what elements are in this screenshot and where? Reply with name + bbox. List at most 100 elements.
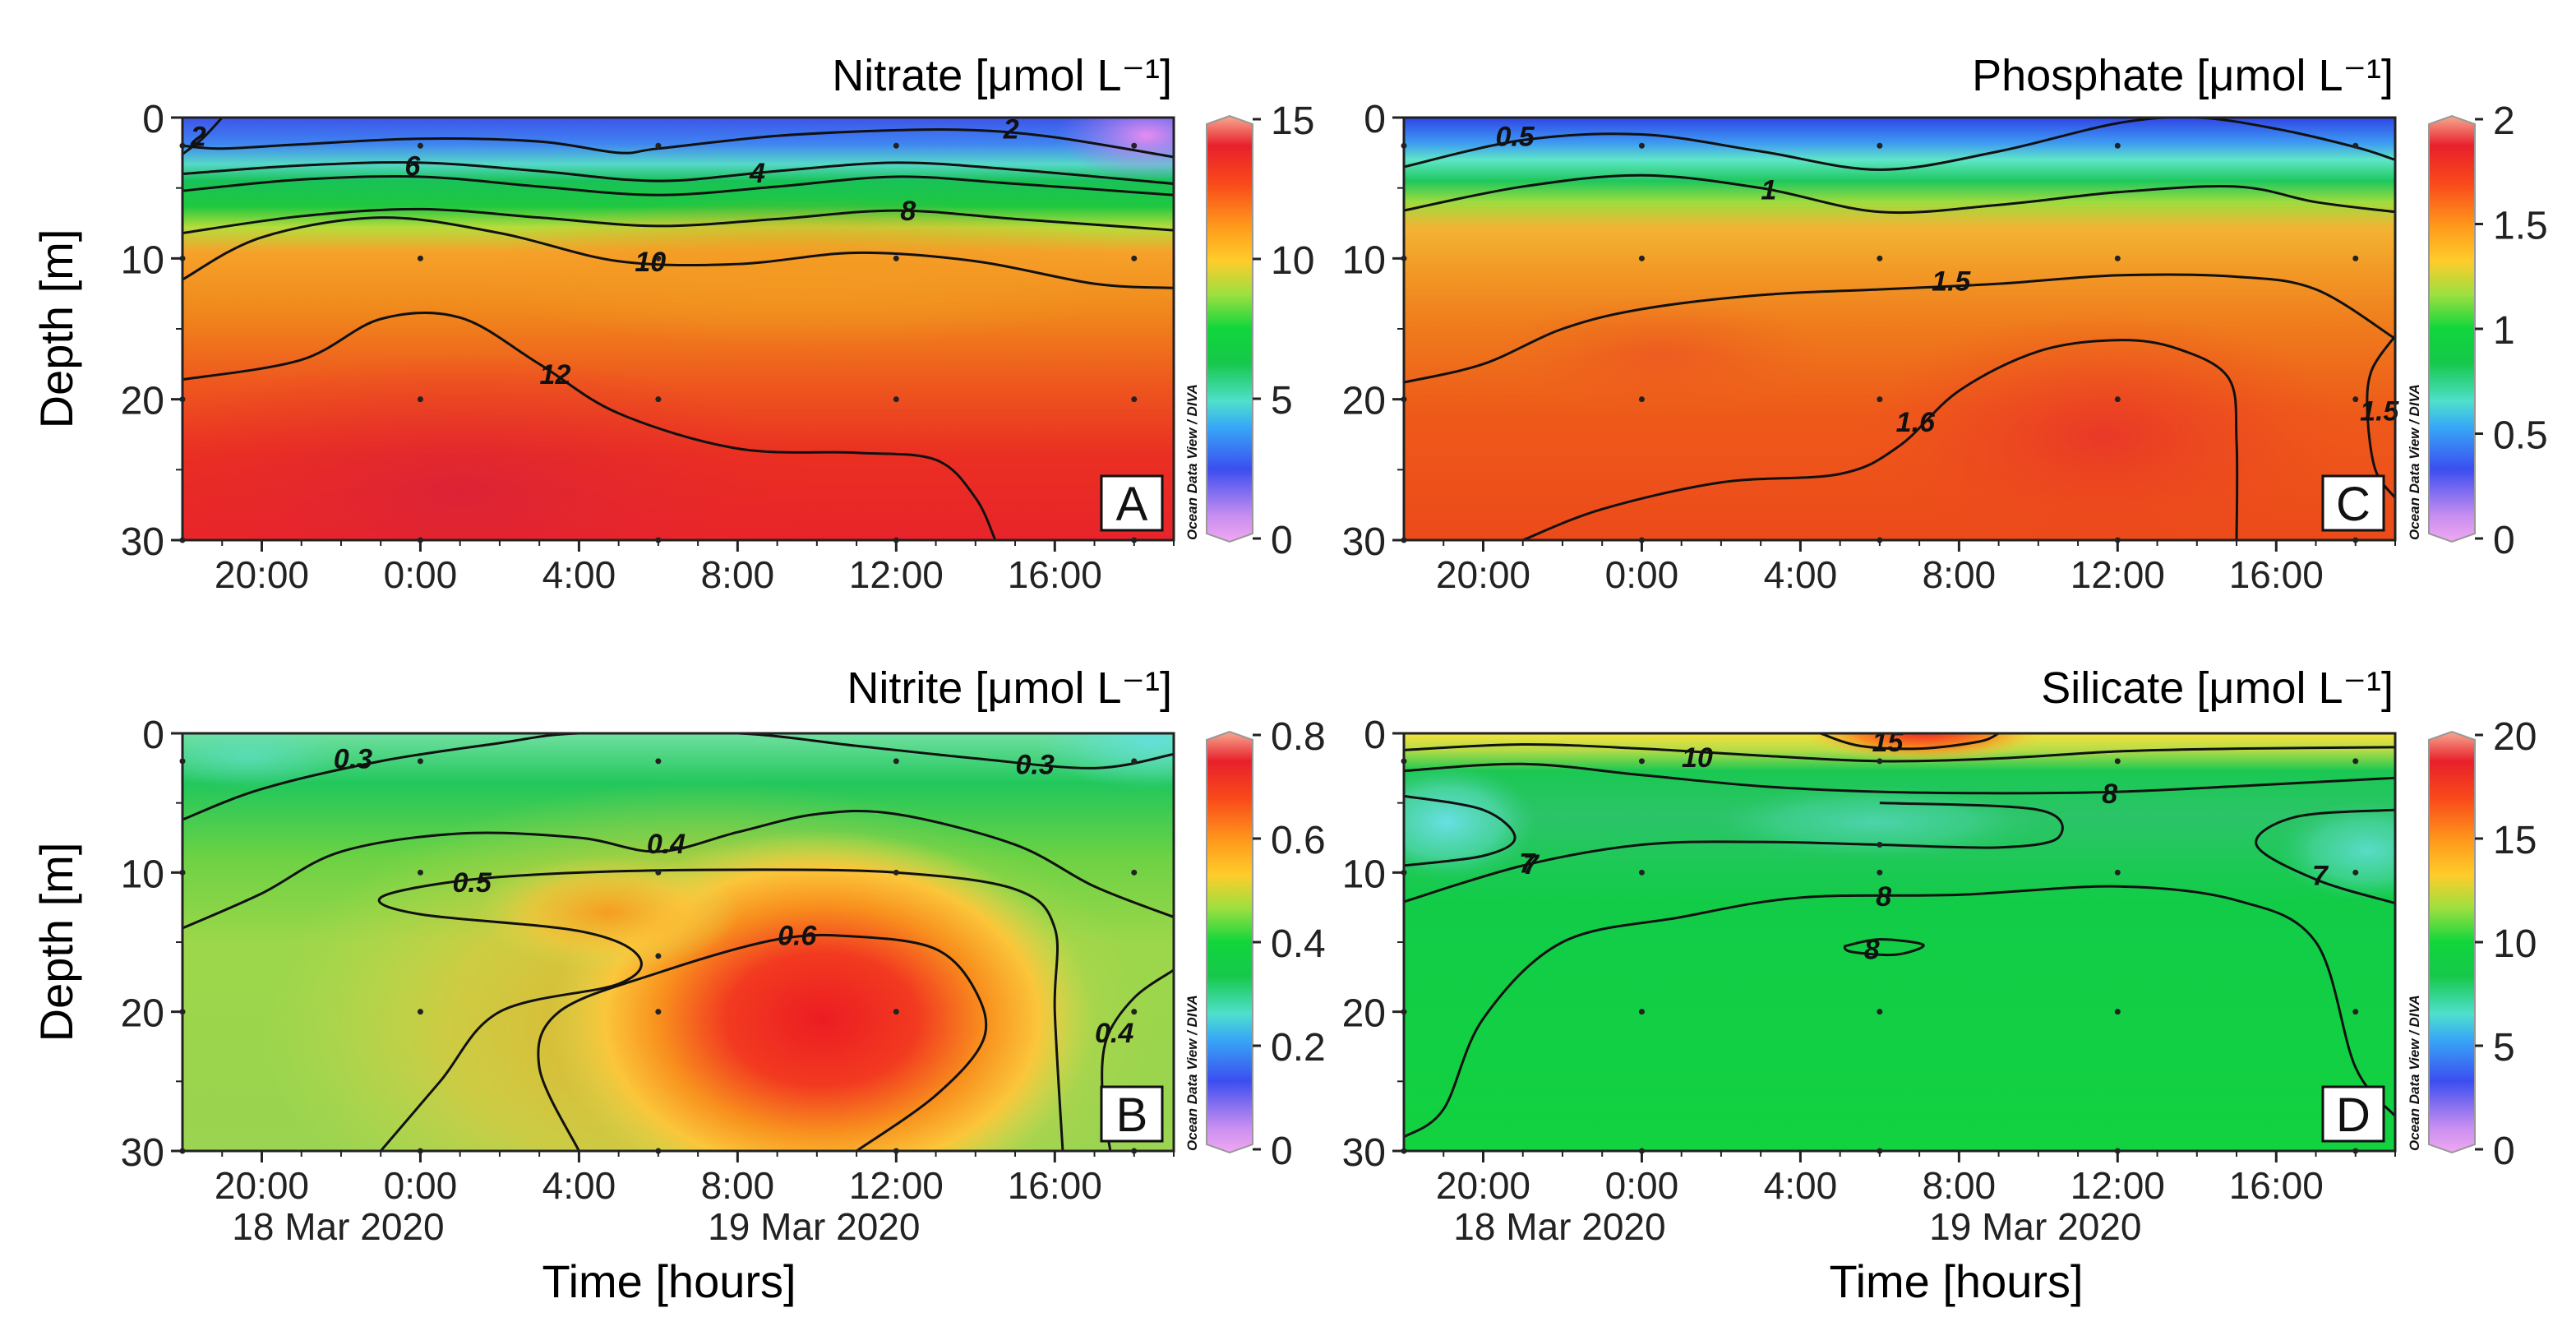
sample-point xyxy=(417,396,423,403)
x-tick-label: 4:00 xyxy=(542,553,616,596)
contour-label: 7 xyxy=(1523,849,1540,880)
x-tick-label: 8:00 xyxy=(701,553,775,596)
sample-point xyxy=(2114,255,2121,261)
contour-line-8 xyxy=(182,207,1174,234)
contour-label: 8 xyxy=(1864,934,1880,965)
contour-line-0-4 xyxy=(182,809,1174,930)
sample-point xyxy=(2114,1009,2121,1015)
odv-watermark: Ocean Data View / DIVA xyxy=(2407,384,2422,540)
sample-point xyxy=(1638,869,1645,876)
contour-label: 0.4 xyxy=(1095,1018,1133,1049)
contour-label: 4 xyxy=(749,158,765,189)
sample-point xyxy=(655,142,662,149)
odv-watermark: Ocean Data View / DIVA xyxy=(1184,384,1200,540)
sample-point xyxy=(417,255,423,261)
x-tick-label: 4:00 xyxy=(542,1164,616,1207)
colorbar xyxy=(2428,114,2476,543)
sample-point xyxy=(655,1009,662,1015)
sample-point xyxy=(1131,1009,1138,1015)
sample-point xyxy=(1877,255,1883,261)
contour-label: 7 xyxy=(1519,848,1536,879)
contour-line-2 xyxy=(182,118,224,155)
contour-label: 2 xyxy=(1003,114,1019,146)
panel-label: B xyxy=(1116,1088,1148,1142)
contour-label: 0.3 xyxy=(1016,749,1055,780)
x-tick-label: 16:00 xyxy=(2229,553,2324,596)
contour-label: 8 xyxy=(2102,779,2117,810)
sample-point xyxy=(2114,869,2121,876)
contour-label: 0.5 xyxy=(1495,121,1535,152)
x-tick-label: 4:00 xyxy=(1764,1164,1838,1207)
contour-label: 1.5 xyxy=(2360,395,2399,427)
panel-title: Nitrite [μmol L⁻¹] xyxy=(847,663,1172,713)
contour-label: 12 xyxy=(540,359,571,391)
sample-point xyxy=(2352,758,2359,765)
contour-label: 0.3 xyxy=(334,743,372,774)
panel-label-box xyxy=(1100,474,1164,532)
sample-point xyxy=(417,869,423,876)
date-label: 18 Mar 2020 xyxy=(1453,1205,1665,1248)
x-tick-label: 4:00 xyxy=(1764,553,1838,596)
colorbar-tick-label: 15 xyxy=(2493,819,2537,862)
y-tick-label: 30 xyxy=(121,520,164,564)
sample-point xyxy=(1131,142,1138,149)
panel-label: A xyxy=(1116,478,1148,531)
contour-line-1-5 xyxy=(1404,273,2395,384)
sample-point xyxy=(655,869,662,876)
x-tick-label: 20:00 xyxy=(1436,553,1530,596)
y-tick-label: 0 xyxy=(1364,98,1386,141)
sample-point xyxy=(893,758,899,765)
y-tick-label: 30 xyxy=(121,1131,164,1175)
sample-point xyxy=(1638,396,1645,403)
colorbar-tick-label: 0 xyxy=(1271,519,1293,562)
x-tick-label: 12:00 xyxy=(2070,553,2165,596)
contour-line-7 xyxy=(1404,794,1517,867)
panel-title: Nitrate [μmol L⁻¹] xyxy=(832,51,1172,100)
sample-point xyxy=(893,869,899,876)
nitrate-field xyxy=(182,118,1174,540)
panel-label-box xyxy=(2321,474,2385,532)
x-tick-label: 8:00 xyxy=(1923,553,1997,596)
colorbar-tick-label: 15 xyxy=(1271,99,1314,143)
sample-point xyxy=(2114,142,2121,149)
y-tick-label: 10 xyxy=(121,238,164,282)
contour-label: 0.4 xyxy=(647,829,686,860)
x-tick-label: 0:00 xyxy=(384,553,458,596)
panel-title: Silicate [μmol L⁻¹] xyxy=(2041,663,2394,713)
sample-point xyxy=(1638,255,1645,261)
contour-label: 10 xyxy=(1682,742,1713,774)
sample-point xyxy=(2352,396,2359,403)
contour-label: 1.5 xyxy=(1932,266,1971,298)
y-tick-label: 0 xyxy=(1364,714,1386,757)
colorbar-tick-label: 5 xyxy=(2493,1026,2515,1070)
y-tick-label: 20 xyxy=(121,992,164,1036)
x-tick-label: 16:00 xyxy=(1008,553,1102,596)
sample-point xyxy=(1877,142,1883,149)
sample-point xyxy=(1877,841,1883,848)
sample-point xyxy=(655,953,662,959)
sample-point xyxy=(2352,1009,2359,1015)
x-axis-label-right: Time [hours] xyxy=(1829,1255,2083,1307)
colorbar-tick-label: 20 xyxy=(2493,715,2537,759)
phosphate-field xyxy=(1404,118,2395,540)
x-tick-label: 0:00 xyxy=(1605,1164,1679,1207)
panel-title: Phosphate [μmol L⁻¹] xyxy=(1972,51,2394,100)
contour-line-2 xyxy=(182,127,1174,159)
x-tick-label: 8:00 xyxy=(701,1164,775,1207)
contour-label: 1 xyxy=(1761,174,1776,206)
x-tick-label: 12:00 xyxy=(2070,1164,2165,1207)
sample-point xyxy=(1131,255,1138,261)
y-tick-label: 20 xyxy=(1342,992,1386,1036)
contour-line-4 xyxy=(182,161,1174,186)
sample-point xyxy=(417,1009,423,1015)
panel-silicate: Silicate [μmol L⁻¹] 1510877788 D01020302… xyxy=(1342,663,2537,1248)
contour-label: 1.6 xyxy=(1896,407,1936,438)
sample-point xyxy=(1638,1009,1645,1015)
x-tick-label: 16:00 xyxy=(1008,1164,1102,1207)
sample-point xyxy=(655,396,662,403)
sample-point xyxy=(1877,396,1883,403)
x-tick-label: 0:00 xyxy=(1605,553,1679,596)
panel-nitrite: Nitrite [μmol L⁻¹] 0.3 0.3 0.4 0.4 0.5 0.6 B 0… xyxy=(121,663,1326,1248)
panel-label-box xyxy=(2321,1085,2385,1143)
sample-point xyxy=(2352,142,2359,149)
